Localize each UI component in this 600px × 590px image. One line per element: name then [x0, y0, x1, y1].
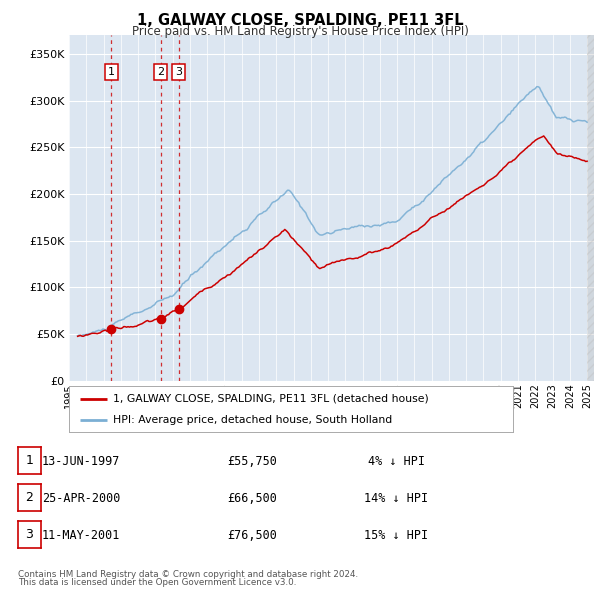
Text: 25-APR-2000: 25-APR-2000 [42, 492, 120, 505]
Text: 3: 3 [175, 67, 182, 77]
Text: 1, GALWAY CLOSE, SPALDING, PE11 3FL (detached house): 1, GALWAY CLOSE, SPALDING, PE11 3FL (det… [113, 394, 429, 404]
Text: This data is licensed under the Open Government Licence v3.0.: This data is licensed under the Open Gov… [18, 578, 296, 588]
Text: £55,750: £55,750 [227, 455, 277, 468]
Text: 15% ↓ HPI: 15% ↓ HPI [364, 529, 428, 542]
Text: 1: 1 [25, 454, 34, 467]
Text: 2: 2 [25, 491, 34, 504]
Text: 1: 1 [108, 67, 115, 77]
Text: 14% ↓ HPI: 14% ↓ HPI [364, 492, 428, 505]
Bar [587, 35, 594, 381]
Text: 4% ↓ HPI: 4% ↓ HPI [367, 455, 425, 468]
Text: 13-JUN-1997: 13-JUN-1997 [42, 455, 120, 468]
Text: 3: 3 [25, 528, 34, 541]
Text: £76,500: £76,500 [227, 529, 277, 542]
Text: HPI: Average price, detached house, South Holland: HPI: Average price, detached house, Sout… [113, 415, 392, 425]
Text: Price paid vs. HM Land Registry's House Price Index (HPI): Price paid vs. HM Land Registry's House … [131, 25, 469, 38]
Text: 11-MAY-2001: 11-MAY-2001 [42, 529, 120, 542]
Text: 1, GALWAY CLOSE, SPALDING, PE11 3FL: 1, GALWAY CLOSE, SPALDING, PE11 3FL [137, 13, 463, 28]
Text: Contains HM Land Registry data © Crown copyright and database right 2024.: Contains HM Land Registry data © Crown c… [18, 570, 358, 579]
Text: £66,500: £66,500 [227, 492, 277, 505]
Text: 2: 2 [157, 67, 164, 77]
